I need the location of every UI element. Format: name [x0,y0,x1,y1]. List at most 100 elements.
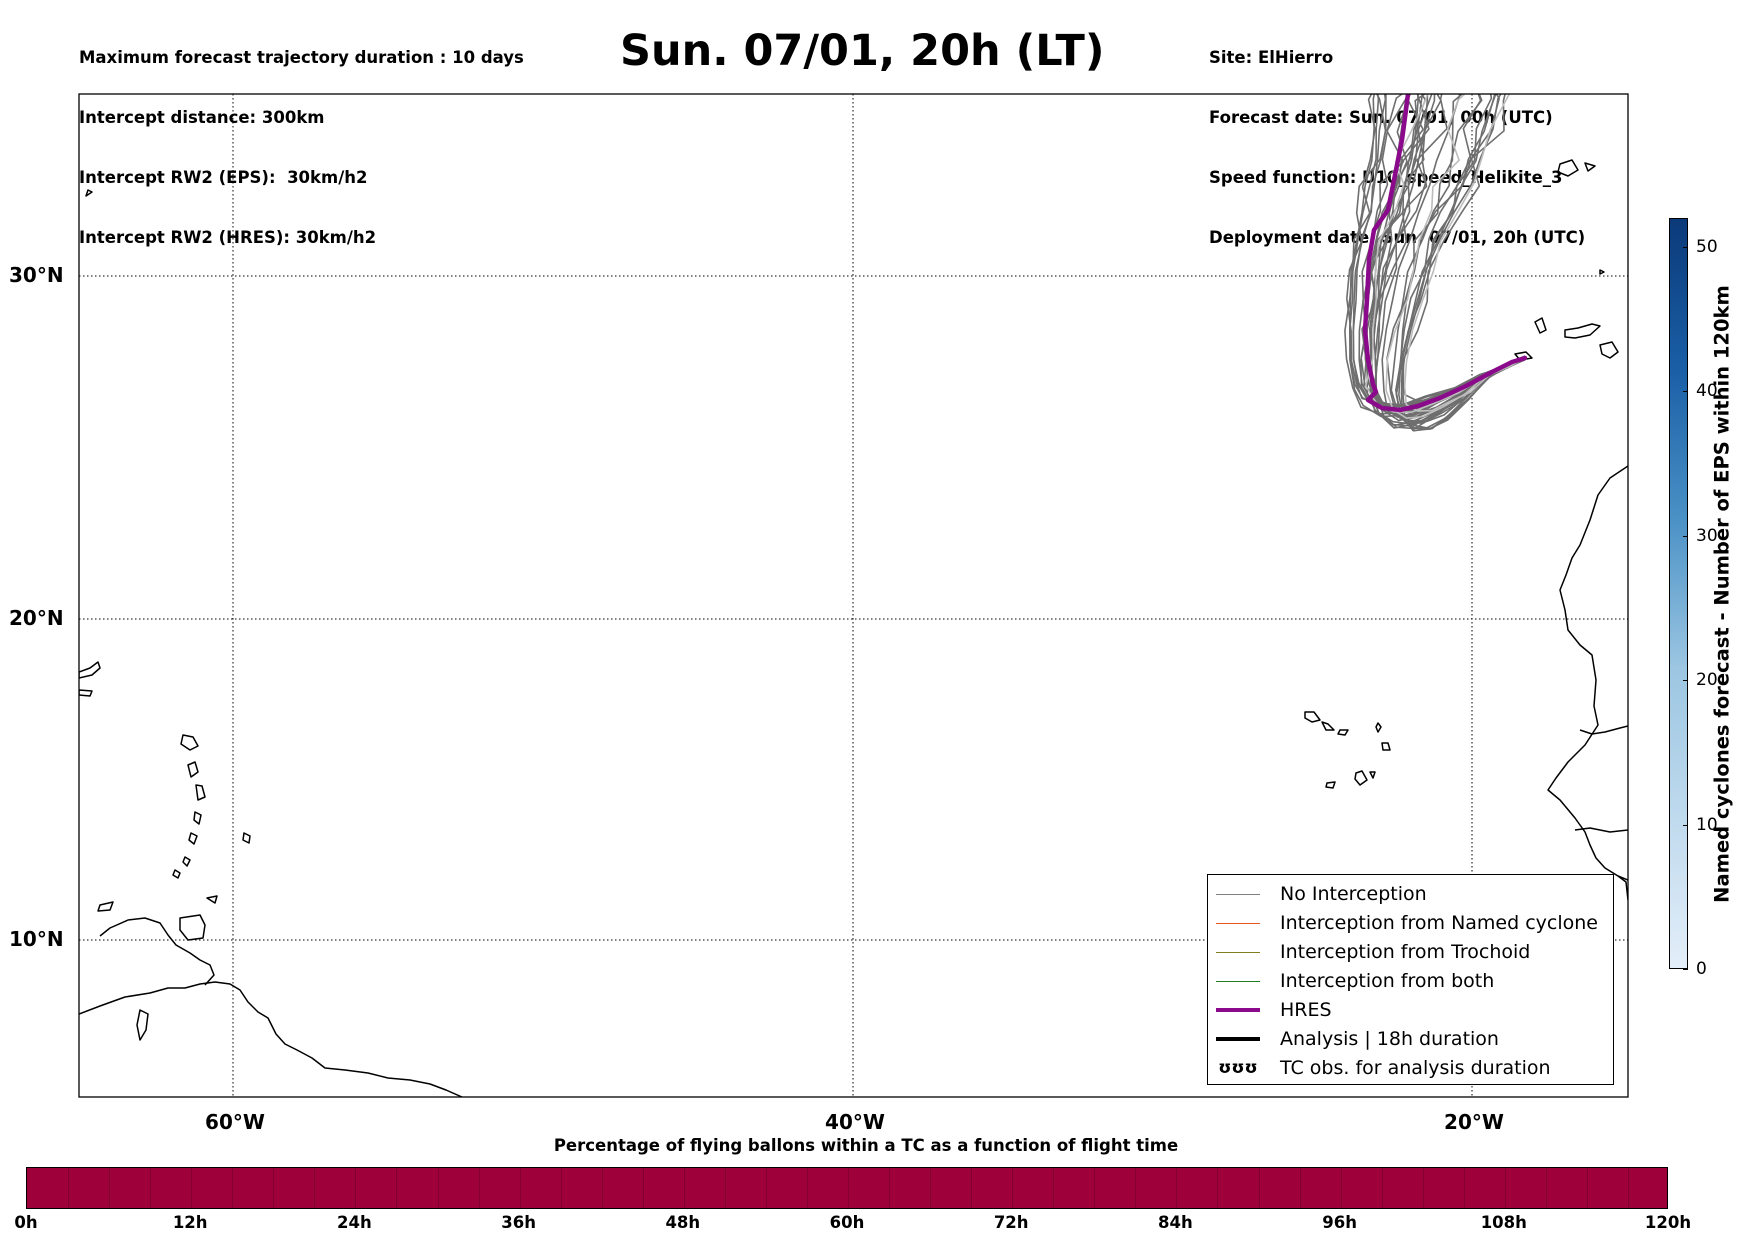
percentage-bar-segment [642,1168,644,1208]
lon-label-20w: 20°W [1444,1110,1504,1134]
colorbar-tick-mark [1683,969,1688,970]
island-barbados [242,832,251,844]
island-hispaniola [79,661,101,679]
colorbar-tick-mark [1683,391,1688,393]
legend-item-no-interception: No Interception [1216,882,1427,906]
graticule [79,94,1628,1097]
colorbar-tick-label: 20 [1696,670,1718,691]
legend-label: TC obs. for analysis duration [1280,1057,1551,1079]
island-dominica [195,784,206,801]
header-right-line: Site: ElHierro [1209,48,1334,67]
percentage-bar-segment [1176,1168,1178,1208]
percentage-tick-label: 0h [14,1213,38,1232]
colorbar-tick-mark [1683,680,1688,682]
legend-swatch [1216,1008,1260,1012]
legend-item-hres: HRES [1216,998,1332,1022]
island-fuerteventura [1584,162,1596,172]
island-stvincent [182,856,191,867]
legend-item-trochoid: Interception from Trochoid [1216,940,1530,964]
island-la-palma [1599,269,1605,275]
island-lanzarote [1557,159,1579,177]
page-title: Sun. 07/01, 20h (LT) [620,26,1105,76]
percentage-bar-segment [1422,1168,1424,1208]
coastlines [79,159,1628,1097]
percentage-bar-segment [1504,1168,1506,1208]
header-left-line: Intercept distance: 300km [79,108,325,127]
lon-label-40w: 40°W [825,1110,885,1134]
legend-label: No Interception [1280,883,1427,905]
colorbar-label: Named cyclones forecast - Number of EPS … [1710,285,1734,903]
island-cv-2 [1321,721,1335,731]
colorbar-tick-mark [1683,246,1688,248]
header-left-line: Intercept RW2 (EPS): 30km/h2 [79,168,368,187]
percentage-bar-segment [1627,1168,1629,1208]
island-guadeloupe [187,761,199,778]
island-curacao [97,901,114,912]
percentage-bar-segment [396,1168,398,1208]
lat-label-10n: 10°N [9,927,64,951]
legend-label: Analysis | 18h duration [1280,1028,1499,1050]
header-left-line: Maximum forecast trajectory duration : 1… [79,48,524,67]
percentage-bar-segment [519,1168,521,1208]
tc-symbol-icon: ʊʊʊ [1218,1058,1258,1078]
lat-label-20n: 20°N [9,606,64,630]
legend-item-tc-obs: ʊʊʊ TC obs. for analysis duration [1216,1056,1551,1080]
eps-trajectory [1373,94,1526,418]
percentage-tick-label: 72h [993,1213,1029,1232]
percentage-bar-segment [930,1168,932,1208]
percentage-bar-segment [971,1168,973,1208]
island-martinique [193,811,202,825]
percentage-tick-label: 36h [501,1213,536,1232]
island-grenada [172,869,181,879]
island-stlucia [188,832,198,845]
header-left-line: Intercept RW2 (HRES): 30km/h2 [79,228,377,247]
legend-swatch [1216,980,1260,982]
legend-label: Interception from both [1280,970,1495,992]
legend-swatch [1216,951,1260,953]
eps-trajectory [1395,94,1526,430]
colorbar-tick-label: 10 [1696,814,1718,835]
percentage-tick-label: 108h [1480,1213,1527,1232]
percentage-bar-segment [889,1168,891,1208]
percentage-bar-segment [1586,1168,1588,1208]
colorbar-tick-mark [1683,824,1688,826]
island-tenerife [1564,323,1601,339]
percentage-bar-segment [1463,1168,1465,1208]
legend-label: HRES [1280,999,1332,1021]
coast-guyana-islands [85,189,93,197]
map-legend: No Interception Interception from Named … [1207,874,1614,1085]
percentage-bar-segment [683,1168,685,1208]
coast-west-africa [1547,465,1628,881]
island-tobago [206,895,218,904]
percentage-tick-label: 120h [1644,1213,1692,1232]
coast-south-america [79,981,463,1097]
island-pr [79,689,93,697]
eps-count-colorbar [1669,218,1688,969]
island-cv-4 [1375,722,1382,733]
percentage-bar-segment [109,1168,111,1208]
eps-trajectory [1403,94,1526,412]
coast-guinea [1617,875,1628,901]
eps-trajectory [1385,94,1526,419]
percentage-tick-label: 12h [172,1213,208,1232]
percentage-bar-segment [273,1168,275,1208]
percentage-bar-segment [560,1168,562,1208]
percentage-bar-title: Percentage of flying ballons within a TC… [553,1136,1179,1155]
percentage-bar-segment [355,1168,357,1208]
island-cv-3 [1337,729,1349,736]
percentage-bar-segment [1258,1168,1260,1208]
percentage-tick-label: 48h [665,1213,701,1232]
percentage-bar-segment [437,1168,439,1208]
percentage-bar-segment [1094,1168,1096,1208]
percentage-bar-segment [68,1168,70,1208]
eps-trajectory [1390,94,1526,422]
coast-venezuela [99,917,215,986]
island-cv-7 [1369,771,1376,779]
colorbar-tick-label: 50 [1696,236,1718,257]
percentage-tick-label: 60h [829,1213,865,1232]
coast-gambia [1579,725,1628,735]
coast-bissau [1574,827,1628,833]
legend-swatch [1216,1037,1260,1041]
legend-item-both: Interception from both [1216,969,1494,993]
legend-item-analysis: Analysis | 18h duration [1216,1027,1499,1051]
